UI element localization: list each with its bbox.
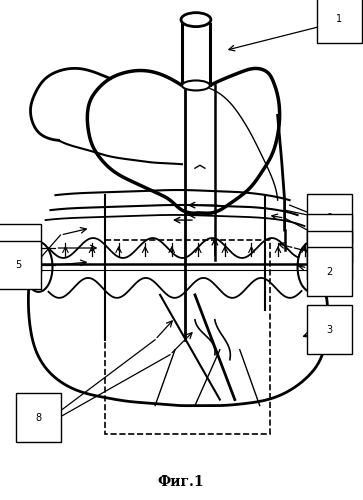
Ellipse shape (298, 242, 326, 292)
Text: Фиг.1: Фиг.1 (158, 476, 204, 490)
Ellipse shape (181, 12, 211, 26)
Text: 3: 3 (326, 325, 333, 335)
Text: 6: 6 (326, 250, 333, 260)
Ellipse shape (182, 80, 210, 90)
Bar (105, 240, 270, 434)
Ellipse shape (25, 242, 53, 292)
Text: 7: 7 (16, 243, 22, 253)
Text: 8: 8 (36, 412, 42, 422)
Text: 9: 9 (326, 213, 333, 223)
Text: 4: 4 (326, 233, 333, 243)
Text: 2: 2 (326, 267, 333, 277)
Text: 5: 5 (16, 260, 22, 270)
Text: 1: 1 (337, 14, 342, 24)
